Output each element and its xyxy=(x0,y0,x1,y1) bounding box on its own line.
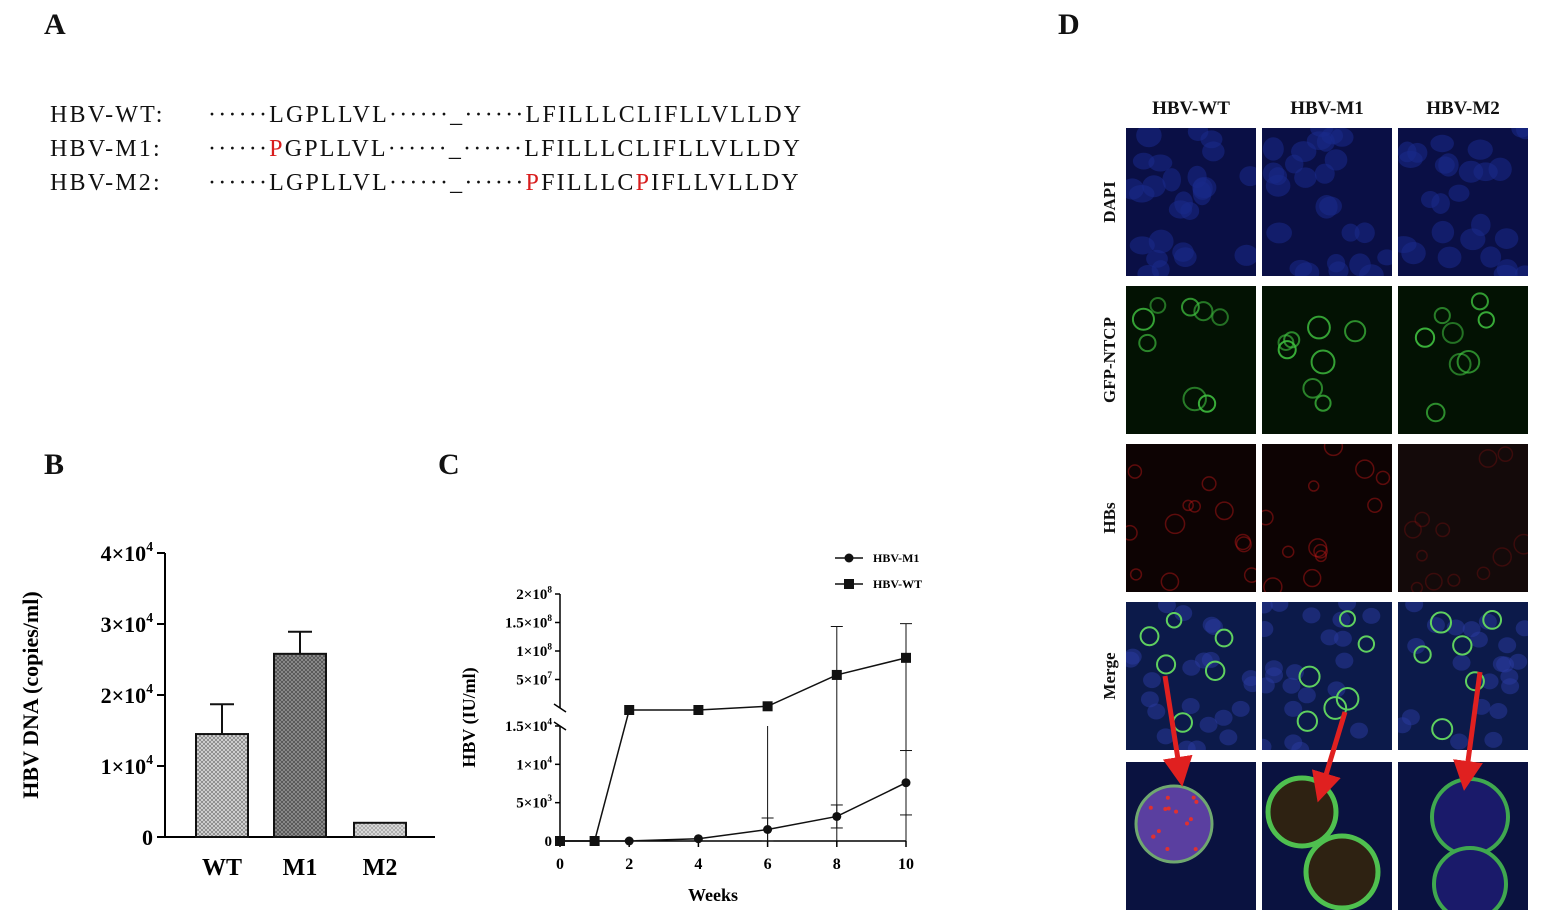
x-tick-label: WT xyxy=(202,855,242,881)
sequence-label: HBV-WT: xyxy=(50,102,165,128)
gfp-ntcp-image xyxy=(1398,286,1528,434)
sequence-segment: ······ xyxy=(208,136,270,162)
sequence-row: HBV-M2: ······LGPLLVL······_······PFILLLC… xyxy=(50,170,801,197)
sequence-segment: IFLLVLLDY xyxy=(651,170,801,196)
dapi-image xyxy=(1126,128,1256,276)
panel-a-label: A xyxy=(44,8,66,41)
sequence-row: HBV-WT: ······LGPLLVL······_······LFILLLC… xyxy=(50,102,803,129)
x-tick-label: 6 xyxy=(764,856,772,873)
point-hbv-wt xyxy=(831,669,842,680)
y-tick-label: 2×104 xyxy=(101,681,154,708)
y-axis-label: HBV (IU/ml) xyxy=(459,667,480,767)
hbs-image xyxy=(1398,444,1528,592)
dapi-image xyxy=(1398,128,1528,276)
point-hbv-wt xyxy=(901,652,911,663)
sequence-segment: LGPLLVL······_······ xyxy=(269,170,526,196)
sequence-segment: ······ xyxy=(208,102,270,128)
sequence-segment: GPLLVL······_······ xyxy=(284,136,525,162)
point-hbv-wt xyxy=(555,836,565,846)
y-tick-label: 2×108 xyxy=(516,585,552,603)
x-tick-label: M2 xyxy=(363,855,398,881)
red-arrow xyxy=(1453,671,1483,791)
legend-label-hbv-wt: HBV-WT xyxy=(873,577,922,591)
point-hbv-m1 xyxy=(624,836,634,846)
sequence-segment: LGPLLVL······_······ xyxy=(269,102,526,128)
y-tick-label: 3×104 xyxy=(101,610,154,637)
x-axis-label: Weeks xyxy=(688,885,738,905)
bar-m2 xyxy=(353,821,407,838)
column-header: HBV-WT xyxy=(1152,98,1230,119)
panel-d-label: D xyxy=(1058,8,1080,41)
sequence-segment: LFILLLC xyxy=(525,102,637,128)
y-tick-label: 0 xyxy=(142,825,153,850)
x-tick-label: 0 xyxy=(556,856,564,873)
sequence-segment: ······ xyxy=(208,170,270,196)
merge-image xyxy=(1398,602,1528,750)
gfp-ntcp-image xyxy=(1126,286,1256,434)
sequence-segment: LFILLLC xyxy=(524,136,636,162)
legend-marker-square xyxy=(844,579,854,589)
dapi-image xyxy=(1262,128,1392,276)
merge-image xyxy=(1262,602,1392,750)
axis-break-mark xyxy=(553,703,567,713)
legend-label-hbv-m1: HBV-M1 xyxy=(873,551,919,565)
y-tick-label: 5×103 xyxy=(516,794,552,812)
mutation-residue: P xyxy=(525,170,542,196)
point-hbv-m1 xyxy=(693,834,703,844)
y-tick-label: 1.5×104 xyxy=(505,717,552,735)
x-tick-label: 10 xyxy=(898,856,914,873)
merge-image xyxy=(1126,602,1256,750)
x-tick-label: 8 xyxy=(833,856,841,873)
gfp-ntcp-image xyxy=(1262,286,1392,434)
y-axis-label: HBV DNA (copies/ml) xyxy=(18,591,43,798)
column-header: HBV-M2 xyxy=(1426,98,1500,119)
point-hbv-wt xyxy=(589,836,600,846)
bar-chart-hbv-dna: 0 1×104 2×104 3×104 4×104 HBV DNA (copies/ml)… xyxy=(18,539,435,881)
hbs-image xyxy=(1262,444,1392,592)
sequence-label: HBV-M1: xyxy=(50,136,162,162)
y-tick-label: 5×107 xyxy=(516,671,552,689)
red-arrow xyxy=(1162,675,1193,787)
y-tick-label: 1×104 xyxy=(516,756,552,774)
y-tick-label: 0 xyxy=(545,834,553,850)
column-header: HBV-M1 xyxy=(1290,98,1364,119)
point-hbv-wt xyxy=(762,701,773,712)
line-chart-hbv-titer: 0 5×103 1×104 1.5×104 5×107 1×108 1.5×108 2×108… xyxy=(459,551,922,905)
mutation-residue: P xyxy=(269,136,285,162)
x-tick-label: 4 xyxy=(694,856,702,873)
red-arrow xyxy=(1311,711,1348,803)
legend-marker-circle xyxy=(844,553,854,563)
y-tick-label: 4×104 xyxy=(101,539,154,566)
x-tick-label: M1 xyxy=(283,855,318,881)
panel-b-label: B xyxy=(44,448,65,481)
x-tick-label: 2 xyxy=(625,856,633,873)
panel-c-label: C xyxy=(438,448,460,481)
point-hbv-wt xyxy=(624,705,635,715)
point-hbv-wt xyxy=(693,705,704,715)
sequence-segment: LIFLLVLLDY xyxy=(636,102,804,128)
mutation-residue: P xyxy=(635,170,652,196)
hbs-image xyxy=(1126,444,1256,592)
zoom-image xyxy=(1126,762,1256,910)
y-tick-label: 1×104 xyxy=(101,752,154,779)
sequence-label: HBV-M2: xyxy=(50,170,162,196)
y-tick-label: 1.5×108 xyxy=(505,614,552,632)
sequence-segment: LIFLLVLLDY xyxy=(635,136,803,162)
y-tick-label: 1×108 xyxy=(516,642,552,660)
sequence-segment: FILLLC xyxy=(541,170,636,196)
sequence-row: HBV-M1: ······PGPLLVL······_······LFILLLC… xyxy=(50,136,802,163)
